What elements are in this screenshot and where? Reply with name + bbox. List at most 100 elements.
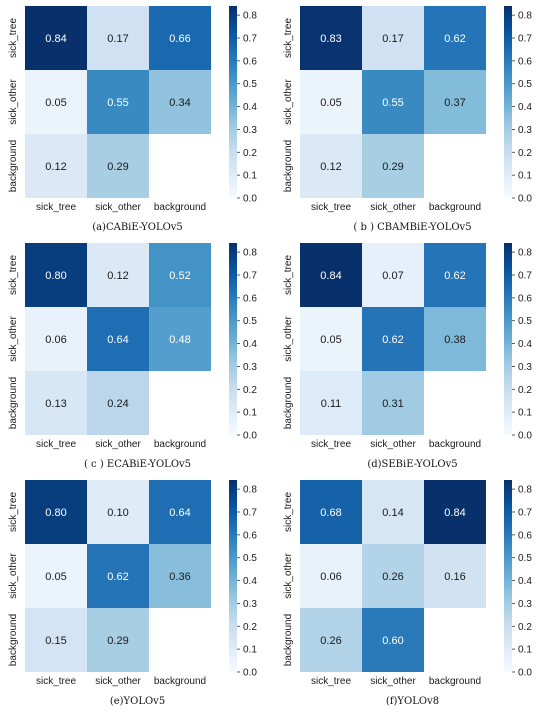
cell-value-label: 0.37 — [444, 97, 465, 109]
confusion-matrix-panel: 0.80 0.10 0.64 0.05 0.62 0.36 0.15 0.29 sick_tre… — [0, 474, 275, 711]
cell-value-label: 0.06 — [45, 334, 66, 346]
panel-caption: (d)SEBiE-YOLOv5 — [367, 459, 458, 470]
cell-value-label: 0.55 — [382, 97, 403, 109]
heatmap-cell — [87, 243, 149, 307]
confusion-matrix-panel: 0.84 0.17 0.66 0.05 0.55 0.34 0.12 0.29 sick_tre… — [0, 0, 275, 237]
colorbar — [229, 480, 237, 672]
cell-value-label: 0.31 — [382, 398, 403, 410]
colorbar-tick-label: 0.3 — [518, 362, 532, 373]
col-tick-label: sick_other — [370, 676, 416, 687]
col-tick-label: sick_tree — [311, 439, 351, 450]
cell-value-label: 0.34 — [169, 97, 190, 109]
heatmap-cell — [362, 70, 424, 134]
cell-value-label: 0.29 — [107, 635, 128, 647]
heatmap-cell — [362, 134, 424, 198]
cell-value-label: 0.55 — [107, 97, 128, 109]
heatmap-cell — [362, 608, 424, 672]
cell-value-label: 0.84 — [320, 270, 341, 282]
heatmap-svg: 0.84 0.07 0.62 0.05 0.62 0.38 0.11 0.31 sick_tre… — [283, 243, 532, 450]
confusion-matrix-panel: 0.83 0.17 0.62 0.05 0.55 0.37 0.12 0.29 sick_tre… — [275, 0, 550, 237]
cell-value-label: 0.16 — [444, 571, 465, 583]
heatmap-cell — [149, 544, 211, 608]
heatmap-cell — [300, 243, 362, 307]
colorbar-tick-label: 0.5 — [518, 553, 532, 564]
colorbar-tick-label: 0.5 — [518, 316, 532, 327]
cell-value-label: 0.66 — [169, 33, 190, 45]
heatmap-svg: 0.84 0.17 0.66 0.05 0.55 0.34 0.12 0.29 sick_tre… — [8, 6, 257, 213]
heatmap-cell — [87, 70, 149, 134]
colorbar-tick-label: 0.0 — [518, 668, 532, 679]
colorbar-tick-label: 0.8 — [243, 11, 257, 22]
col-tick-label: sick_tree — [311, 202, 351, 213]
colorbar — [229, 6, 237, 198]
col-tick-label: sick_tree — [36, 202, 76, 213]
colorbar-tick-label: 0.2 — [243, 148, 257, 159]
colorbar-tick-label: 0.1 — [518, 408, 532, 419]
cell-value-label: 0.14 — [382, 507, 403, 519]
colorbar-tick-label: 0.6 — [243, 56, 257, 67]
heatmap-cell — [25, 544, 87, 608]
col-tick-label: background — [154, 676, 206, 687]
heatmap-cell — [300, 371, 362, 435]
heatmap-svg: 0.80 0.10 0.64 0.05 0.62 0.36 0.15 0.29 sick_tre… — [8, 480, 257, 687]
cell-value-label: 0.68 — [320, 507, 341, 519]
cell-value-label: 0.12 — [107, 270, 128, 282]
empty-cell — [149, 134, 211, 198]
cell-value-label: 0.36 — [169, 571, 190, 583]
heatmap-cell — [25, 70, 87, 134]
cell-value-label: 0.62 — [444, 33, 465, 45]
colorbar-tick-label: 0.7 — [243, 508, 257, 519]
panel-caption: ( b ) CBAMBiE-YOLOv5 — [353, 222, 472, 233]
heatmap-cell — [300, 480, 362, 544]
colorbar — [504, 480, 512, 672]
colorbar-tick-label: 0.8 — [243, 248, 257, 259]
colorbar-tick-label: 0.3 — [243, 599, 257, 610]
colorbar-tick-label: 0.8 — [518, 485, 532, 496]
colorbar-tick-label: 0.1 — [518, 645, 532, 656]
cell-value-label: 0.52 — [169, 270, 190, 282]
colorbar-tick-label: 0.4 — [243, 339, 257, 350]
heatmap-cell — [25, 371, 87, 435]
col-tick-label: sick_other — [370, 439, 416, 450]
cell-value-label: 0.84 — [45, 33, 66, 45]
cell-value-label: 0.80 — [45, 507, 66, 519]
colorbar-tick-label: 0.6 — [243, 530, 257, 541]
colorbar-tick-label: 0.2 — [243, 622, 257, 633]
heatmap-cell — [424, 70, 486, 134]
colorbar-tick-label: 0.2 — [518, 385, 532, 396]
colorbar-tick-label: 0.8 — [518, 11, 532, 22]
colorbar-tick-label: 0.4 — [243, 102, 257, 113]
colorbar-tick-label: 0.0 — [518, 431, 532, 442]
empty-cell — [149, 371, 211, 435]
col-tick-label: sick_tree — [36, 439, 76, 450]
heatmap-cell — [424, 307, 486, 371]
colorbar-tick-label: 0.8 — [518, 248, 532, 259]
confusion-matrix-panel: 0.80 0.12 0.52 0.06 0.64 0.48 0.13 0.24 sick_tre… — [0, 237, 275, 474]
panel-caption: (f)YOLOv8 — [385, 696, 440, 707]
row-tick-label: background — [283, 140, 294, 192]
heatmap-cell — [149, 70, 211, 134]
cell-value-label: 0.26 — [382, 571, 403, 583]
cell-value-label: 0.38 — [444, 334, 465, 346]
colorbar-tick-label: 0.5 — [243, 553, 257, 564]
empty-cell — [424, 134, 486, 198]
cell-value-label: 0.60 — [382, 635, 403, 647]
row-tick-label: sick_other — [283, 316, 294, 362]
col-tick-label: sick_tree — [311, 676, 351, 687]
heatmap-cell — [300, 134, 362, 198]
empty-cell — [424, 608, 486, 672]
cell-value-label: 0.64 — [107, 334, 128, 346]
cell-value-label: 0.17 — [107, 33, 128, 45]
colorbar-tick-label: 0.4 — [518, 576, 532, 587]
cell-value-label: 0.13 — [45, 398, 66, 410]
colorbar-tick-label: 0.0 — [518, 194, 532, 205]
colorbar-tick-label: 0.7 — [243, 271, 257, 282]
cell-value-label: 0.12 — [45, 161, 66, 173]
row-tick-label: sick_tree — [8, 492, 19, 532]
cell-value-label: 0.05 — [320, 334, 341, 346]
heatmap-cell — [25, 480, 87, 544]
empty-cell — [149, 608, 211, 672]
colorbar-tick-label: 0.6 — [243, 293, 257, 304]
heatmap-cell — [87, 480, 149, 544]
